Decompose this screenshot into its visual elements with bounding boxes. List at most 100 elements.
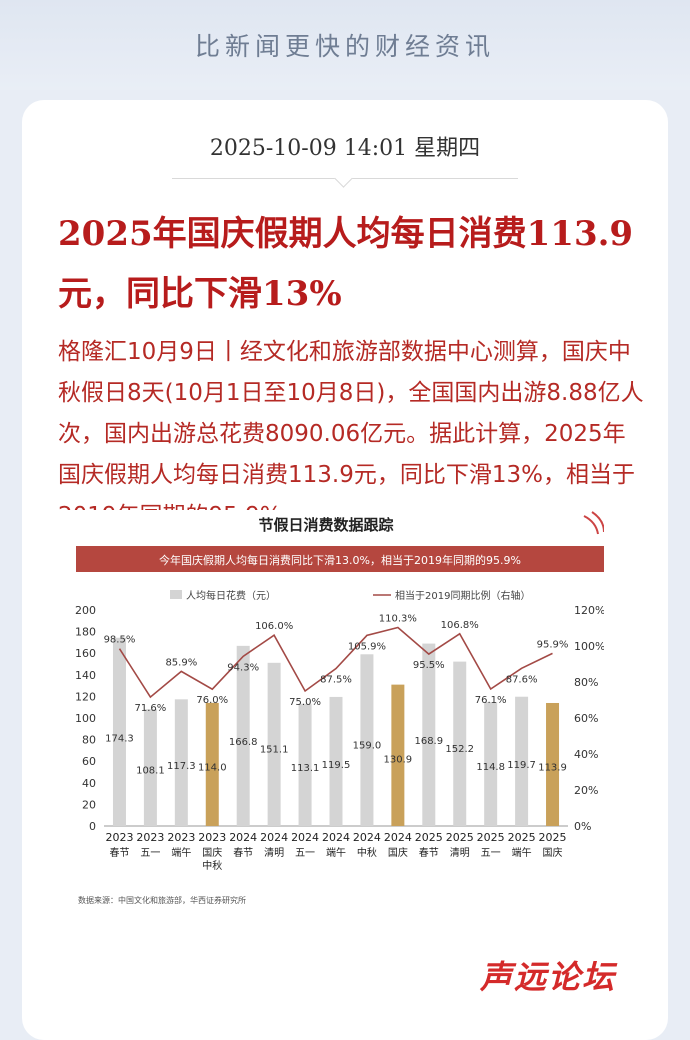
left-axis-tick: 100 <box>75 712 96 725</box>
bar-data-label: 117.3 <box>167 761 196 772</box>
ratio-data-label: 95.9% <box>537 639 569 650</box>
x-axis-holiday-label: 端午 <box>326 846 346 859</box>
left-axis-tick: 0 <box>89 820 96 833</box>
bar-data-label: 152.2 <box>445 744 474 755</box>
corner-mark-icon <box>591 511 604 533</box>
x-axis-year-label: 2025 <box>446 831 474 844</box>
bar-data-label: 119.7 <box>507 760 536 771</box>
chart-source: 数据来源：中国文化和旅游部，华西证券研究所 <box>78 895 246 905</box>
x-axis-year-label: 2024 <box>291 831 319 844</box>
holiday-consumption-chart: 节假日消费数据跟踪今年国庆假期人均每日消费同比下滑13.0%，相当于2019年同… <box>75 511 604 905</box>
legend-bar-label: 人均每日花费（元） <box>186 589 276 602</box>
x-axis-year-label: 2023 <box>105 831 133 844</box>
ratio-data-label: 87.6% <box>506 674 538 685</box>
left-axis-tick: 180 <box>75 626 96 639</box>
x-axis-year-label: 2025 <box>508 831 536 844</box>
x-axis-year-label: 2023 <box>198 831 226 844</box>
ratio-data-label: 106.0% <box>255 621 293 632</box>
x-axis-holiday-label: 春节 <box>109 847 129 859</box>
bar <box>236 645 250 826</box>
bar <box>112 637 126 826</box>
bar-data-label: 119.5 <box>322 760 351 771</box>
bar-data-label: 114.0 <box>198 763 227 774</box>
x-axis-holiday-label: 五一 <box>140 848 160 859</box>
ratio-data-label: 110.3% <box>379 613 417 624</box>
bar <box>267 662 281 826</box>
bar-data-label: 113.1 <box>291 763 320 774</box>
left-axis-tick: 160 <box>75 647 96 660</box>
bar <box>422 643 436 826</box>
watermark-logo: 声远论坛 <box>480 958 617 996</box>
right-axis-tick: 80% <box>574 676 598 689</box>
x-axis-year-label: 2024 <box>260 831 288 844</box>
date-divider-notch <box>334 169 353 188</box>
bar <box>453 661 467 826</box>
x-axis-holiday-label: 中秋 <box>357 846 377 859</box>
left-axis-tick: 20 <box>82 798 96 811</box>
x-axis-holiday-label: 五一 <box>295 848 315 859</box>
right-axis-tick: 100% <box>574 640 604 653</box>
x-axis-holiday-label: 清明 <box>450 846 470 859</box>
right-axis-tick: 0% <box>574 820 591 833</box>
corner-mark-icon <box>583 515 599 535</box>
legend-bar-swatch <box>170 590 182 599</box>
chart-figure: 节假日消费数据跟踪今年国庆假期人均每日消费同比下滑13.0%，相当于2019年同… <box>48 510 604 910</box>
chart-subtitle: 今年国庆假期人均每日消费同比下滑13.0%，相当于2019年同期的95.9% <box>159 553 521 567</box>
x-axis-year-label: 2023 <box>167 831 195 844</box>
bar-data-label: 151.1 <box>260 745 289 756</box>
x-axis-holiday-label: 端午 <box>171 846 191 859</box>
bar <box>360 654 374 826</box>
x-axis-year-label: 2025 <box>477 831 505 844</box>
bar <box>174 699 188 826</box>
x-axis-holiday-label: 五一 <box>481 848 501 859</box>
ratio-line <box>118 626 553 699</box>
x-axis-year-label: 2025 <box>539 831 567 844</box>
bar-data-label: 168.9 <box>414 736 443 747</box>
ratio-data-label: 75.0% <box>289 697 321 708</box>
ratio-data-label: 95.5% <box>413 660 445 671</box>
bar-data-label: 130.9 <box>384 754 413 765</box>
bar <box>515 696 529 826</box>
bar <box>329 696 343 826</box>
ratio-data-label: 94.3% <box>227 662 259 673</box>
ratio-data-label: 98.5% <box>104 635 136 646</box>
x-axis-holiday-label: 清明 <box>264 846 284 859</box>
x-axis-holiday-label: 春节 <box>419 847 439 859</box>
top-banner: 比新闻更快的财经资讯 <box>0 0 690 90</box>
bar <box>143 709 157 826</box>
bar-data-label: 166.8 <box>229 737 258 748</box>
legend-line-label: 相当于2019同期比例（右轴） <box>395 589 530 602</box>
bar-data-label: 113.9 <box>538 763 567 774</box>
article-headline: 2025年国庆假期人均每日消费113.9元，同比下滑13% <box>58 214 634 314</box>
left-axis-tick: 60 <box>82 755 96 768</box>
x-axis-year-label: 2024 <box>229 831 257 844</box>
bar <box>205 702 219 826</box>
x-axis-year-label: 2023 <box>136 831 164 844</box>
ratio-data-label: 76.0% <box>196 695 228 706</box>
x-axis-year-label: 2024 <box>353 831 381 844</box>
left-axis-tick: 200 <box>75 604 96 617</box>
right-axis-tick: 20% <box>574 784 598 797</box>
bar <box>484 702 498 826</box>
chart-subtitle-banner <box>76 546 604 572</box>
bar-data-label: 114.8 <box>476 762 505 773</box>
ratio-data-label: 87.5% <box>320 675 352 686</box>
bar <box>391 684 405 826</box>
article-date: 2025-10-09 14:01 星期四 <box>209 136 481 161</box>
x-axis-holiday-label: 中秋 <box>202 859 222 872</box>
bar-data-label: 174.3 <box>105 733 134 744</box>
bar-data-label: 108.1 <box>136 765 165 776</box>
banner-tagline: 比新闻更快的财经资讯 <box>194 32 495 61</box>
x-axis-holiday-label: 端午 <box>512 846 532 859</box>
ratio-data-label: 106.8% <box>441 620 479 631</box>
right-axis-tick: 60% <box>574 712 598 725</box>
ratio-data-label: 71.6% <box>135 703 167 714</box>
bar <box>298 703 312 826</box>
right-axis-tick: 40% <box>574 748 598 761</box>
left-axis-tick: 80 <box>82 734 96 747</box>
x-axis-holiday-label: 国庆 <box>543 846 563 859</box>
chart-title: 节假日消费数据跟踪 <box>258 516 393 534</box>
ratio-data-label: 76.1% <box>475 695 507 706</box>
x-axis-year-label: 2025 <box>415 831 443 844</box>
ratio-data-label: 105.9% <box>348 641 386 652</box>
